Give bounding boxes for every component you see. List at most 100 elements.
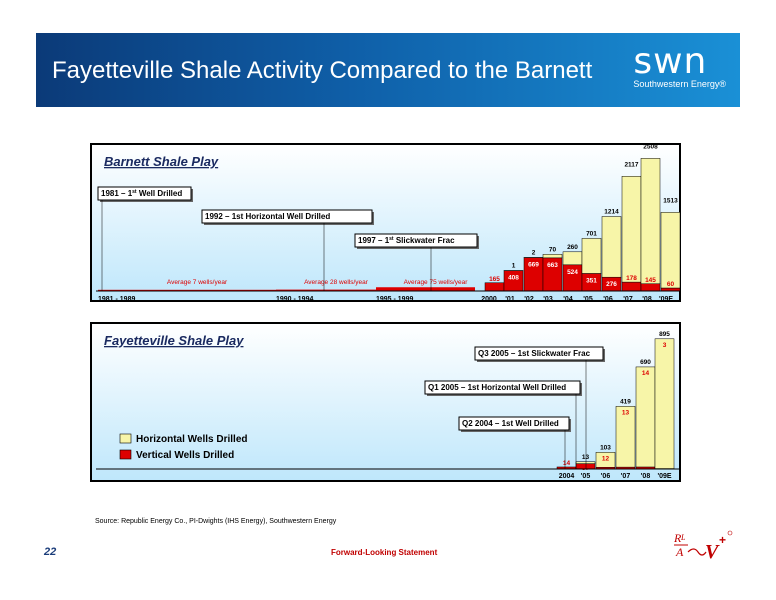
logo-subtitle: Southwestern Energy® — [633, 79, 726, 89]
horizontal-bar-1 — [575, 461, 596, 464]
horizontal-value-label-12: 1513 — [663, 197, 678, 204]
annotation-text-2: Q2 2004 – 1st Well Drilled — [462, 419, 559, 428]
x-tick-label-10: '07 — [623, 296, 633, 303]
horizontal-bar-2 — [595, 452, 616, 468]
annotation-box-2 — [354, 233, 478, 248]
horizontal-value-label-8: 701 — [586, 230, 597, 237]
x-tick-label-2: 1995 - 1999 — [376, 296, 413, 303]
horizontal-bar-6 — [542, 254, 563, 259]
barnett-chart-panel: Barnett Shale Play Average 7 wells/year Av… — [90, 143, 681, 303]
slide-title: Fayetteville Shale Activity Compared to … — [52, 57, 593, 84]
x-tick-label-12: '09E — [659, 296, 673, 303]
period-average-label-1: Average 28 wells/year — [304, 279, 369, 286]
x-tick-label-11: '08 — [642, 296, 652, 303]
horizontal-bar-4 — [635, 366, 656, 468]
vertical-bar-1 — [276, 289, 376, 291]
x-tick-label-6: '03 — [543, 296, 553, 303]
x-tick-label-9: '06 — [603, 296, 613, 303]
vertical-bar-3 — [484, 282, 505, 292]
horizontal-value-label-9: 1214 — [604, 209, 619, 216]
x-tick-label-8: '05 — [583, 296, 593, 303]
horizontal-bar-7 — [562, 251, 583, 266]
x-tick-label-0: 1981 - 1989 — [98, 296, 135, 303]
horizontal-value-label-6: 70 — [549, 246, 557, 253]
x-tick-label-0: 2004 — [559, 473, 575, 480]
x-tick-label-2: '06 — [601, 473, 611, 480]
vertical-value-label-2: 12 — [602, 455, 610, 462]
vertical-value-label-4: 408 — [508, 275, 519, 282]
vertical-value-label-9: 276 — [606, 281, 617, 288]
x-tick-label-3: 2000 — [481, 296, 497, 303]
vertical-bar-10 — [621, 281, 642, 292]
vertical-bar-2 — [376, 287, 475, 291]
vertical-value-label-3: 165 — [489, 276, 500, 283]
horizontal-bar-5 — [654, 338, 675, 469]
horizontal-value-label-5: 2 — [532, 249, 536, 256]
barnett-chart: Barnett Shale Play Average 7 wells/year Av… — [96, 145, 681, 303]
forward-looking-link[interactable]: Forward-Looking Statement — [331, 548, 438, 557]
horizontal-value-label-7: 260 — [567, 244, 578, 251]
horizontal-bar-10 — [621, 176, 642, 283]
source-note: Source: Republic Energy Co., PI-Dwights … — [95, 518, 337, 525]
horizontal-bar-8 — [581, 238, 602, 274]
vertical-value-label-8: 351 — [586, 277, 597, 284]
svg-text:R: R — [673, 531, 682, 545]
annotation-text-1: Q1 2005 – 1st Horizontal Well Drilled — [428, 383, 566, 392]
horizontal-value-label-11: 2508 — [643, 145, 658, 150]
annotation-box-0 — [97, 186, 192, 201]
svg-text:L: L — [680, 533, 686, 542]
x-tick-label-5: '02 — [524, 296, 534, 303]
fayetteville-chart: Fayetteville Shale Play 14 37 13 12 103 13 419 1… — [96, 331, 680, 480]
vertical-bar-0 — [98, 289, 276, 291]
svg-text:V: V — [705, 541, 720, 563]
x-tick-label-1: '05 — [581, 473, 591, 480]
horizontal-bar-3 — [615, 406, 636, 468]
vertical-value-label-5: 669 — [528, 262, 539, 269]
horizontal-bar-9 — [601, 216, 622, 278]
x-tick-label-3: '07 — [621, 473, 631, 480]
period-average-label-0: Average 7 wells/year — [167, 279, 228, 286]
vertical-bar-11 — [640, 283, 661, 292]
horizontal-value-label-4: 690 — [640, 359, 651, 366]
annotation-box-2 — [458, 416, 570, 431]
horizontal-value-label-4: 1 — [512, 263, 516, 270]
fayetteville-chart-panel: Fayetteville Shale Play 14 37 13 12 103 13 419 1… — [90, 322, 681, 482]
x-tick-label-1: 1990 - 1994 — [276, 296, 313, 303]
annotation-text-0: 1981 – 1st Well Drilled — [101, 189, 182, 198]
legend-swatch-vertical — [119, 449, 132, 460]
annotation-box-1 — [424, 380, 581, 395]
vertical-value-label-11: 145 — [645, 277, 656, 284]
annotation-box-0 — [474, 346, 604, 361]
swn-logo: swn Southwestern Energy® — [633, 41, 726, 90]
vertical-value-label-10: 178 — [626, 275, 637, 282]
horizontal-value-label-3: 419 — [620, 398, 631, 405]
legend-swatch-horizontal — [119, 433, 132, 444]
x-tick-label-4: '08 — [641, 473, 651, 480]
period-average-label-2: Average 75 wells/year — [404, 279, 469, 286]
fayetteville-chart-title: Fayetteville Shale Play — [104, 333, 244, 348]
x-tick-label-5: '09E — [657, 473, 671, 480]
horizontal-value-label-2: 103 — [600, 444, 611, 451]
vertical-value-label-3: 13 — [622, 409, 630, 416]
horizontal-bar-11 — [640, 158, 661, 285]
horizontal-value-label-1: 13 — [582, 454, 590, 461]
slide-header: Fayetteville Shale Activity Compared to … — [36, 33, 740, 107]
vertical-value-label-1: 37 — [582, 465, 590, 472]
horizontal-value-label-10: 2117 — [624, 161, 638, 168]
vertical-value-label-12: 60 — [667, 281, 675, 288]
vertical-value-label-6: 663 — [547, 262, 558, 269]
barnett-chart-title: Barnett Shale Play — [104, 154, 219, 169]
legend-label-vertical: Vertical Wells Drilled — [136, 450, 234, 461]
svg-text:+: + — [719, 533, 726, 547]
ralv-logo-icon: R L A V + — [673, 530, 733, 563]
annotation-text-0: Q3 2005 – 1st Slickwater Frac — [478, 349, 591, 358]
page-number: 22 — [44, 546, 57, 558]
annotation-box-1 — [201, 209, 373, 224]
vertical-value-label-5: 3 — [663, 342, 667, 349]
legend-label-horizontal: Horizontal Wells Drilled — [136, 434, 248, 445]
horizontal-bar-12 — [660, 212, 681, 289]
vertical-value-label-0: 14 — [563, 460, 571, 467]
annotation-text-2: 1997 – 1st Slickwater Frac — [358, 236, 455, 245]
logo-mark: swn — [633, 41, 708, 82]
vertical-value-label-7: 524 — [567, 269, 578, 276]
